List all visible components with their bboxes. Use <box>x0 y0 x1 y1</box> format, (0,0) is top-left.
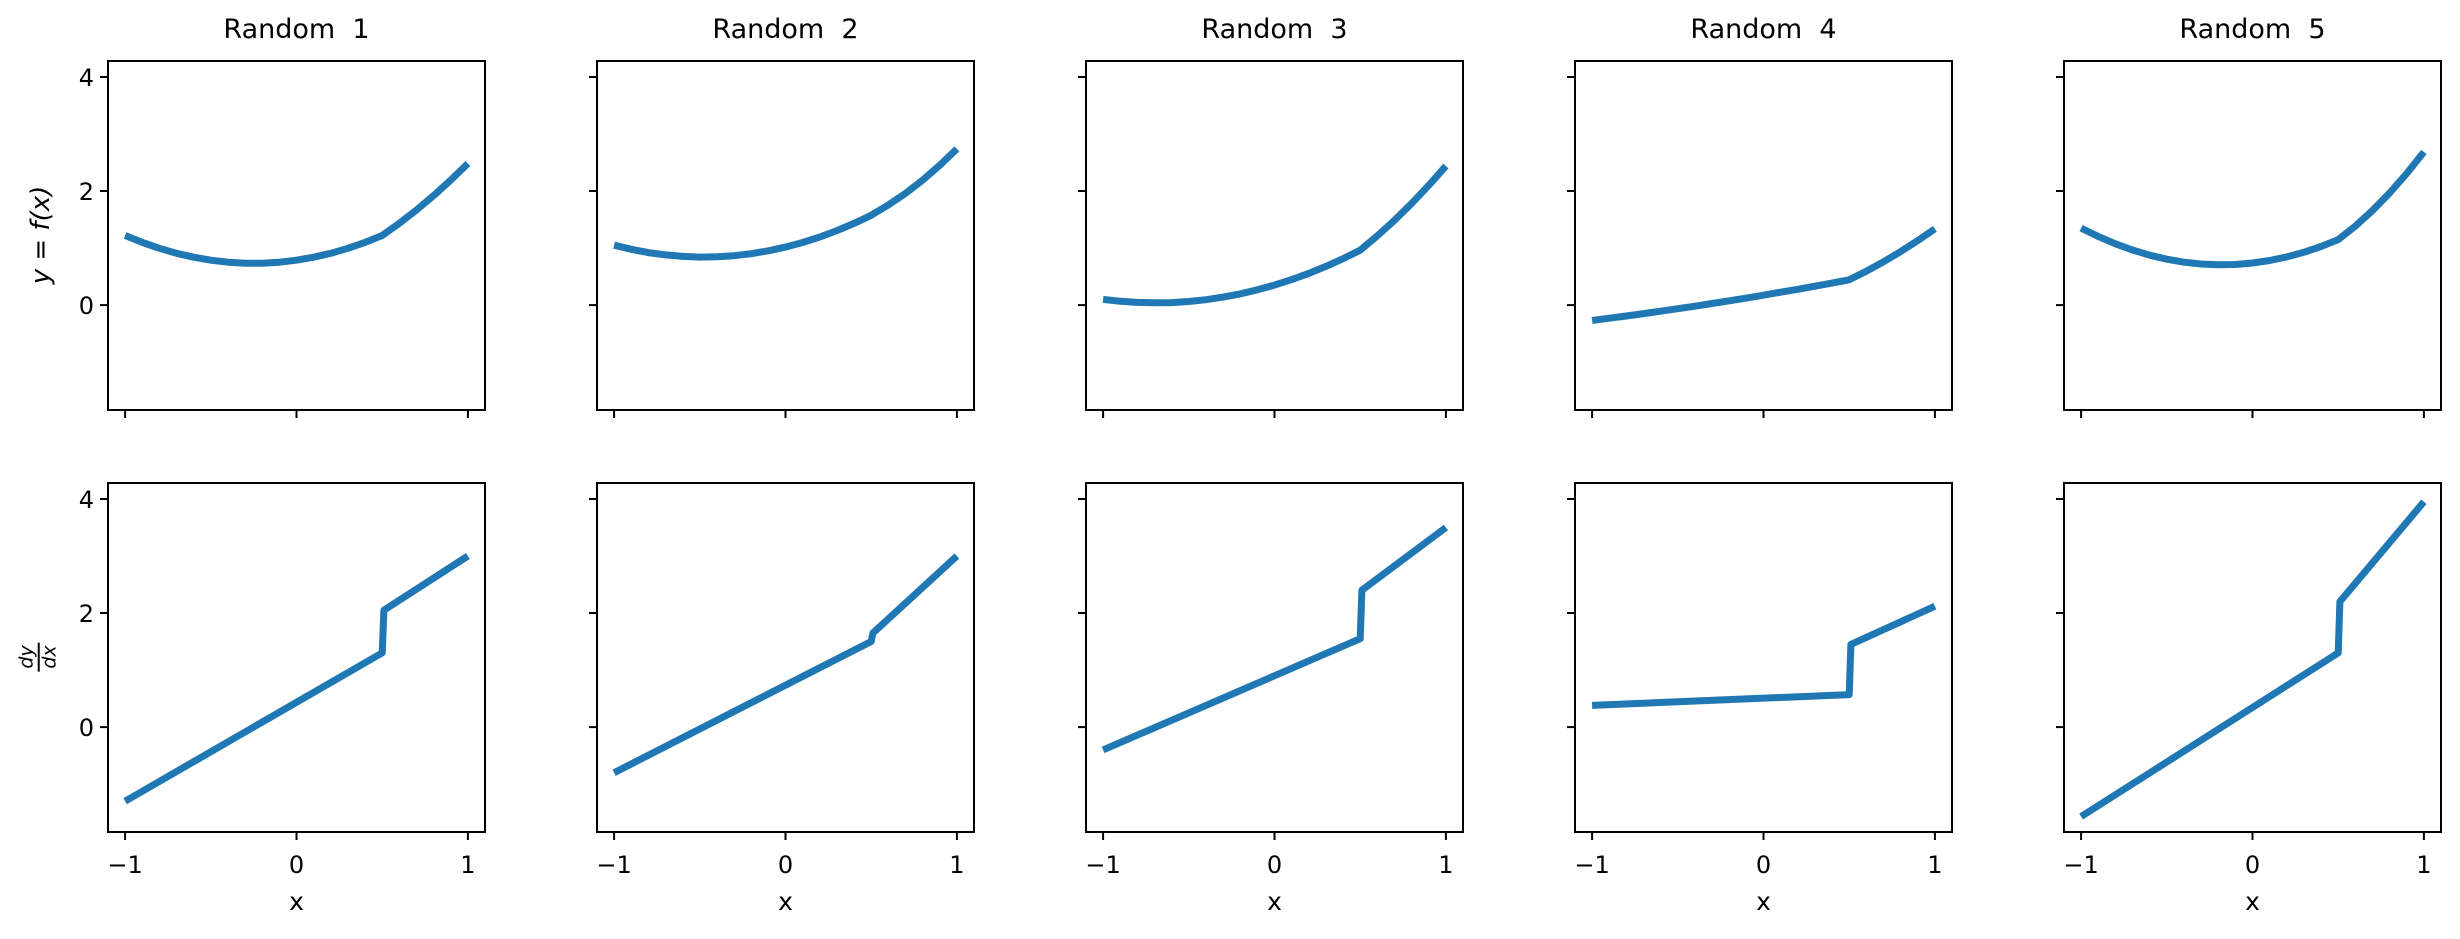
function-curve <box>2079 149 2427 269</box>
x-tick-label: 1 <box>460 851 475 879</box>
y-tick-label: 0 <box>79 714 94 742</box>
derivative-curve <box>1591 603 1937 709</box>
x-tick-label: 1 <box>2416 851 2431 879</box>
x-tick-label: 0 <box>1756 851 1771 879</box>
x-axis-label: x <box>289 887 304 916</box>
x-tick-label: 0 <box>2245 851 2260 879</box>
x-axis-label: x <box>778 887 793 916</box>
plot-border <box>596 60 975 411</box>
x-tick-label: 1 <box>1927 851 1942 879</box>
fraction-denominator: dx <box>39 645 61 669</box>
y-tick-label: 4 <box>79 486 94 514</box>
x-tick-label: −1 <box>596 851 631 879</box>
plot-border <box>2063 60 2442 411</box>
plot-border <box>107 60 486 411</box>
plot-border <box>1085 482 1464 833</box>
x-axis-label: x <box>1267 887 1282 916</box>
y-tick-label: 2 <box>79 178 94 206</box>
subplot-title: Random 2 <box>712 14 858 45</box>
x-tick-label: 1 <box>949 851 964 879</box>
subplot-title: Random 4 <box>1690 14 1836 45</box>
x-tick-label: 0 <box>1267 851 1282 879</box>
derivative-curve <box>612 553 960 776</box>
derivative-curve <box>2079 499 2427 820</box>
function-curve <box>613 146 960 261</box>
derivative-curve <box>123 553 470 805</box>
plot-border <box>1085 60 1464 411</box>
x-tick-label: 0 <box>289 851 304 879</box>
y-axis-label-derivative: dy dx <box>15 642 62 672</box>
function-curve <box>1102 163 1449 307</box>
x-tick-label: −1 <box>1085 851 1120 879</box>
function-curve <box>1591 226 1937 324</box>
y-axis-label-function: y = f(x) <box>26 185 56 285</box>
y-tick-label: 2 <box>79 600 94 628</box>
plot-border <box>596 482 975 833</box>
y-tick-label: 0 <box>79 292 94 320</box>
derivative-curve <box>1101 524 1448 754</box>
function-curve <box>123 160 471 267</box>
subplot-title: Random 5 <box>2179 14 2325 45</box>
subplot-title: Random 3 <box>1201 14 1347 45</box>
x-tick-label: −1 <box>107 851 142 879</box>
y-tick-label: 4 <box>79 64 94 92</box>
fraction-numerator: dy <box>15 645 38 669</box>
x-tick-label: 1 <box>1438 851 1453 879</box>
plot-border <box>2063 482 2442 833</box>
plot-border <box>1574 60 1953 411</box>
x-axis-label: x <box>2245 887 2260 916</box>
x-tick-label: −1 <box>2063 851 2098 879</box>
x-tick-label: −1 <box>1574 851 1609 879</box>
subplot-title: Random 1 <box>223 14 369 45</box>
plot-border <box>1574 482 1953 833</box>
x-tick-label: 0 <box>778 851 793 879</box>
x-axis-label: x <box>1756 887 1771 916</box>
